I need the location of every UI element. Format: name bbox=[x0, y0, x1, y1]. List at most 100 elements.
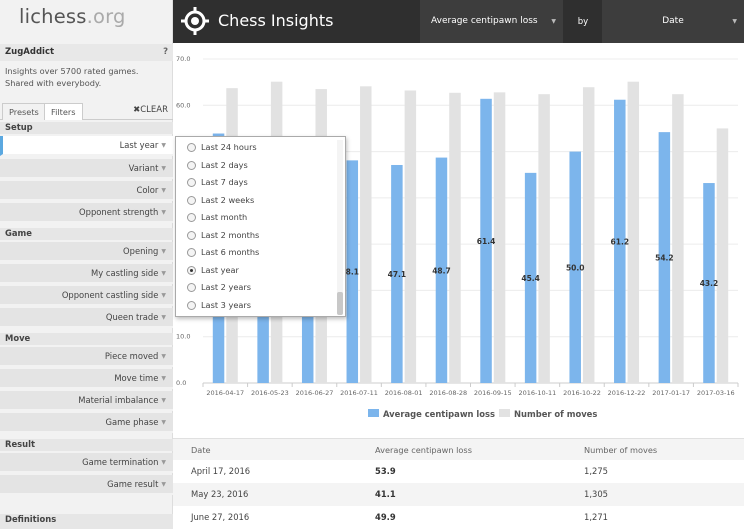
filter-game-termination-label: Game termination bbox=[82, 457, 159, 467]
filter-opponent-strength-label: Opponent strength bbox=[79, 207, 159, 217]
metric-select[interactable]: Average centipawn loss ▼ bbox=[420, 0, 563, 43]
dimension-select-value: Date bbox=[662, 16, 684, 26]
bar-avg-centipawn-loss bbox=[658, 132, 671, 383]
caret-down-icon: ▼ bbox=[161, 353, 166, 360]
filter-opponent-strength[interactable]: Opponent strength ▼ bbox=[0, 203, 173, 223]
insights-sidebar: lichess.org ZugAddict ? Insights over 57… bbox=[0, 0, 173, 529]
bar-value-label: 61.4 bbox=[477, 237, 496, 246]
radio-icon[interactable] bbox=[187, 195, 196, 205]
period-option[interactable]: Last 2 weeks bbox=[176, 192, 336, 209]
cell-acpl: 49.9 bbox=[375, 512, 396, 522]
filter-my-castling[interactable]: My castling side ▼ bbox=[0, 264, 173, 284]
caret-down-icon: ▼ bbox=[161, 375, 166, 382]
x-tick-label: 2016-08-01 bbox=[385, 389, 423, 397]
filter-move-time[interactable]: Move time ▼ bbox=[0, 369, 173, 389]
filter-variant[interactable]: Variant ▼ bbox=[0, 159, 173, 179]
radio-icon[interactable] bbox=[187, 143, 196, 152]
insights-data-table: Date Average centipawn loss Number of mo… bbox=[173, 438, 744, 529]
x-tick-label: 2016-06-27 bbox=[296, 389, 334, 397]
x-tick-label: 2016-07-11 bbox=[340, 389, 378, 397]
period-option[interactable]: Last 6 months bbox=[176, 244, 336, 261]
bar-number-of-moves bbox=[716, 128, 729, 383]
period-option-label: Last 2 years bbox=[201, 282, 252, 292]
bar-avg-centipawn-loss bbox=[614, 99, 626, 383]
filter-game-termination[interactable]: Game termination ▼ bbox=[0, 453, 173, 473]
period-option[interactable]: Last 7 days bbox=[176, 174, 336, 191]
metric-select-value: Average centipawn loss bbox=[431, 16, 538, 26]
table-row: June 27, 2016 49.9 1,271 bbox=[173, 506, 744, 529]
period-option[interactable]: Last 2 days bbox=[176, 157, 336, 174]
bar-avg-centipawn-loss bbox=[524, 172, 537, 383]
col-date: Date bbox=[191, 445, 211, 455]
dimension-select[interactable]: Date ▼ bbox=[602, 0, 744, 43]
cell-date: May 23, 2016 bbox=[191, 489, 249, 499]
radio-icon[interactable] bbox=[187, 213, 196, 222]
filter-material-imbalance[interactable]: Material imbalance ▼ bbox=[0, 391, 173, 411]
legend-swatch-avg-centipawn-loss bbox=[368, 409, 379, 417]
caret-down-icon: ▼ bbox=[732, 18, 737, 25]
radio-icon[interactable] bbox=[187, 160, 196, 170]
caret-down-icon: ▼ bbox=[161, 209, 166, 216]
bar-value-label: 8.1 bbox=[346, 268, 359, 277]
x-tick-label: 2016-12-22 bbox=[608, 389, 646, 397]
bar-value-label: 61.2 bbox=[611, 237, 630, 246]
clear-filters-button[interactable]: ✖CLEAR bbox=[133, 105, 168, 115]
filter-color-label: Color bbox=[136, 185, 159, 195]
insights-target-icon bbox=[181, 7, 209, 35]
y-tick-label: 60.0 bbox=[176, 101, 190, 109]
dropdown-scrollbar-thumb[interactable] bbox=[337, 292, 343, 315]
caret-down-icon: ▼ bbox=[161, 481, 166, 488]
filter-game-result[interactable]: Game result ▼ bbox=[0, 475, 173, 495]
cell-moves: 1,271 bbox=[584, 512, 608, 522]
table-header: Date Average centipawn loss Number of mo… bbox=[173, 438, 744, 460]
period-option[interactable]: Last 2 months bbox=[176, 227, 336, 244]
x-tick-label: 2016-10-22 bbox=[563, 389, 601, 397]
bar-number-of-moves bbox=[493, 92, 506, 383]
bar-number-of-moves bbox=[672, 94, 684, 384]
y-tick-label: 10.0 bbox=[176, 333, 190, 341]
period-option[interactable]: Last 24 hours bbox=[176, 139, 336, 156]
period-option-label: Last 2 months bbox=[201, 229, 260, 240]
help-button[interactable]: ? bbox=[163, 47, 168, 57]
bar-number-of-moves bbox=[360, 86, 372, 384]
lichess-logo[interactable]: lichess.org bbox=[0, 0, 172, 42]
period-option[interactable]: Last year bbox=[176, 262, 336, 279]
period-option[interactable]: Last 3 years bbox=[176, 297, 336, 314]
period-option[interactable]: Last month bbox=[176, 209, 336, 226]
filter-game-phase[interactable]: Game phase ▼ bbox=[0, 413, 173, 433]
period-option-label: Last 7 days bbox=[201, 177, 248, 187]
radio-icon[interactable] bbox=[187, 283, 196, 292]
filter-tabs: Presets Filters ✖CLEAR bbox=[0, 102, 173, 120]
filter-opponent-castling[interactable]: Opponent castling side ▼ bbox=[0, 286, 173, 306]
y-tick-label: 70.0 bbox=[176, 55, 190, 63]
filter-queen-trade-label: Queen trade bbox=[105, 312, 159, 322]
filter-queen-trade[interactable]: Queen trade ▼ bbox=[0, 308, 173, 328]
tab-filters[interactable]: Filters bbox=[44, 103, 83, 120]
filter-opening[interactable]: Opening ▼ bbox=[0, 242, 173, 262]
logo-tld: .org bbox=[86, 5, 126, 28]
filter-color[interactable]: Color ▼ bbox=[0, 181, 173, 201]
caret-down-icon: ▼ bbox=[161, 292, 166, 299]
caret-down-icon: ▼ bbox=[161, 142, 166, 149]
bar-avg-centipawn-loss bbox=[391, 164, 403, 383]
cell-moves: 1,275 bbox=[584, 466, 608, 476]
radio-icon[interactable] bbox=[187, 178, 196, 187]
period-option-label: Last 24 hours bbox=[201, 142, 257, 152]
radio-icon[interactable] bbox=[187, 300, 196, 310]
period-option-label: Last 2 weeks bbox=[201, 194, 255, 205]
filter-piece-moved[interactable]: Piece moved ▼ bbox=[0, 347, 173, 367]
bar-value-label: 54.2 bbox=[655, 254, 674, 263]
period-dropdown[interactable]: Last 24 hours Last 2 days Last 7 days Last … bbox=[175, 136, 346, 317]
x-tick-label: 2016-10-11 bbox=[518, 389, 556, 397]
filter-period[interactable]: Last year ▼ bbox=[0, 136, 173, 156]
radio-icon[interactable] bbox=[187, 248, 196, 257]
group-definitions[interactable]: Definitions bbox=[0, 514, 173, 529]
dropdown-scrollbar-track[interactable] bbox=[337, 140, 343, 313]
radio-icon[interactable] bbox=[187, 230, 196, 240]
tab-presets[interactable]: Presets bbox=[2, 103, 46, 120]
radio-icon[interactable] bbox=[187, 265, 196, 275]
username: ZugAddict bbox=[5, 47, 55, 57]
period-option[interactable]: Last 2 years bbox=[176, 279, 336, 296]
period-option-label: Last month bbox=[201, 212, 248, 222]
y-tick-label: 0.0 bbox=[176, 379, 186, 387]
